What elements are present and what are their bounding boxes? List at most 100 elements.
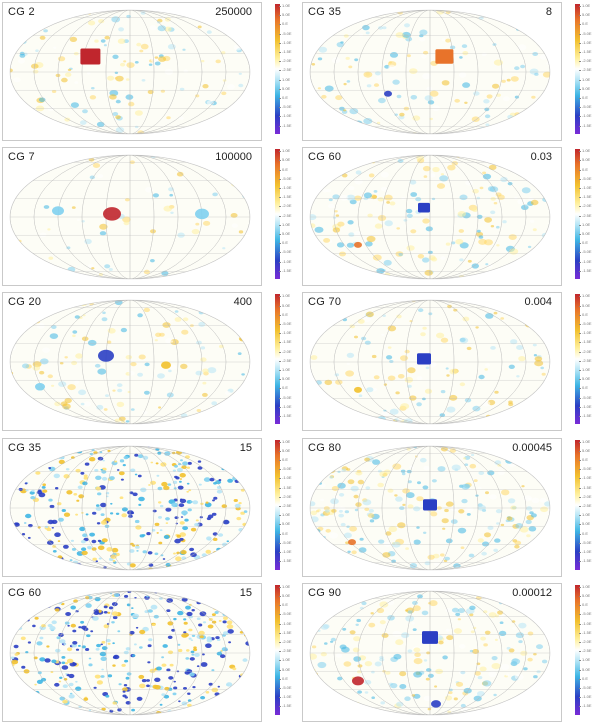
panel-value: 15 — [239, 441, 252, 454]
panel-label: CG 70 — [308, 296, 342, 309]
colorbar-tick: -5.0E — [579, 249, 592, 255]
colorbar-tick: -1.5E — [579, 484, 592, 490]
map-panel-cg35b: CG 35 15 1.0E 5.0E 0.E -5.0E -1.0E -1.5E -2.0E -2… — [0, 435, 300, 581]
colorbar: 1.0E 5.0E 0.E -5.0E -1.0E -1.5E -2.0E -2.5E 1.0E… — [564, 438, 600, 573]
panel-value: 15 — [239, 586, 252, 599]
map-panel-cg60a: CG 60 0.03 1.0E 5.0E 0.E -5.0E -1.0E -1.5E -2.0E… — [300, 145, 600, 291]
colorbar-tick: -1.5E — [279, 629, 292, 635]
colorbar-tick: -5.0E — [579, 320, 592, 326]
panel-frame — [2, 437, 262, 577]
panel-value: 0.00012 — [512, 586, 552, 599]
colorbar-gradient — [575, 149, 580, 280]
colorbar-tick: -1.0E — [579, 403, 592, 409]
colorbar-tick: 5.0E — [578, 521, 591, 527]
colorbar-tick: -1.0E — [279, 694, 292, 700]
colorbar-tick: -2.0E — [279, 638, 292, 644]
colorbar-tick: 5.0E — [278, 85, 291, 91]
mollweide-sky-map — [9, 445, 251, 570]
colorbar-tick: -1.0E — [579, 694, 592, 700]
colorbar-tick: 0.E — [578, 602, 589, 608]
source-region — [422, 630, 438, 644]
colorbar-tick: 0.E — [578, 311, 589, 317]
colorbar: 1.0E 5.0E 0.E -5.0E -1.0E -1.5E -2.0E -2.5E 1.0E… — [264, 294, 300, 427]
colorbar-tick: -1.0E — [579, 39, 592, 45]
source-region — [435, 49, 454, 64]
colorbar-tick: 1.0E — [278, 366, 291, 372]
colorbar-tick: -1.5E — [579, 49, 592, 54]
colorbar-tick: -1.5E — [579, 194, 592, 200]
panel-frame — [2, 147, 262, 287]
colorbar-tick: 0.E — [278, 166, 289, 172]
colorbar-tick: 5.0E — [278, 592, 291, 598]
colorbar-gradient — [275, 4, 280, 134]
colorbar-tick: -1.5E — [279, 267, 292, 273]
colorbar-tick: -1.0E — [279, 184, 292, 190]
colorbar-tick: 1.0E — [278, 148, 291, 154]
colorbar-tick: -2.0E — [579, 493, 592, 499]
panel-frame — [302, 582, 562, 722]
colorbar-tick: -2.0E — [579, 58, 592, 64]
source-blob — [195, 208, 209, 220]
mollweide-sky-map — [309, 590, 551, 716]
colorbar-tick: 1.0E — [278, 583, 291, 589]
map-panel-cg80: CG 80 0.00045 1.0E 5.0E 0.E -5.0E -1.0E -1.5E -2… — [300, 435, 600, 581]
panel-label: CG 7 — [8, 151, 35, 164]
colorbar-tick: -1.0E — [579, 113, 592, 119]
colorbar-tick: 5.0E — [578, 666, 591, 672]
panel-frame — [302, 2, 562, 141]
panel-label: CG 60 — [308, 151, 342, 164]
colorbar-tick: -2.0E — [579, 348, 592, 354]
colorbar-gradient — [275, 294, 280, 425]
source-blob — [348, 538, 356, 545]
colorbar-tick: 1.0E — [278, 3, 291, 8]
colorbar-tick: -2.5E — [279, 648, 292, 654]
colorbar-tick: 5.0E — [578, 376, 591, 382]
colorbar-tick: -5.0E — [579, 466, 592, 472]
colorbar-tick: 1.0E — [578, 76, 591, 82]
colorbar-tick: -1.5E — [579, 558, 592, 564]
colorbar-gradient — [575, 294, 580, 425]
source-blob — [35, 383, 45, 391]
colorbar-tick: -1.0E — [579, 184, 592, 190]
colorbar-tick: -5.0E — [279, 611, 292, 617]
colorbar-tick: -1.5E — [579, 703, 592, 709]
colorbar-tick: -1.0E — [279, 113, 292, 119]
colorbar-tick: -1.5E — [579, 412, 592, 418]
colorbar-gradient — [575, 439, 580, 570]
colorbar: 1.0E 5.0E 0.E -5.0E -1.0E -1.5E -2.0E -2.5E 1.0E… — [264, 438, 300, 573]
colorbar-gradient — [575, 584, 580, 715]
colorbar-tick: -5.0E — [579, 104, 592, 110]
colorbar: 1.0E 5.0E 0.E -5.0E -1.0E -1.5E -2.0E -2.5E 1.0E… — [264, 583, 300, 718]
graticule — [310, 155, 550, 280]
colorbar-tick: -5.0E — [279, 104, 292, 110]
colorbar-tick: 1.0E — [578, 583, 591, 589]
source-region — [423, 498, 437, 511]
colorbar-tick: 5.0E — [578, 12, 591, 18]
colorbar-gradient — [275, 149, 280, 280]
colorbar-tick: 0.E — [578, 95, 589, 100]
colorbar-tick: -1.5E — [579, 122, 592, 128]
colorbar-tick: -2.0E — [279, 493, 292, 499]
colorbar-tick: 0.E — [578, 166, 589, 172]
map-panel-cg7: CG 7 100000 1.0E 5.0E 0.E -5.0E -1.0E -1.5E -2.0… — [0, 145, 300, 291]
map-panel-cg90: CG 90 0.00012 1.0E 5.0E 0.E -5.0E -1.0E -1.5E -2… — [300, 580, 600, 726]
colorbar-tick: 1.0E — [578, 438, 591, 444]
panel-label: CG 20 — [8, 296, 42, 309]
map-panel-cg35a: CG 35 8 1.0E 5.0E 0.E -5.0E -1.0E -1.5E -2.0E -2.… — [300, 0, 600, 146]
colorbar-tick: 5.0E — [278, 12, 291, 18]
colorbar-tick: -1.0E — [279, 330, 292, 336]
colorbar-tick: 1.0E — [278, 438, 291, 444]
colorbar-gradient — [575, 4, 580, 134]
colorbar-tick: 5.0E — [578, 230, 591, 236]
colorbar-tick: 1.0E — [578, 3, 591, 8]
panel-label: CG 2 — [8, 6, 35, 18]
colorbar-tick: -5.0E — [279, 30, 292, 36]
colorbar-tick: 0.E — [278, 530, 289, 536]
colorbar: 1.0E 5.0E 0.E -5.0E -1.0E -1.5E -2.0E -2.5E 1.0E… — [564, 294, 600, 427]
colorbar-tick: 0.E — [278, 95, 289, 100]
colorbar-tick: -2.5E — [579, 357, 592, 363]
mollweide-sky-map — [9, 154, 251, 280]
source-blob — [354, 387, 362, 394]
colorbar-tick: -1.0E — [279, 403, 292, 409]
colorbar-tick: -5.0E — [279, 684, 292, 690]
